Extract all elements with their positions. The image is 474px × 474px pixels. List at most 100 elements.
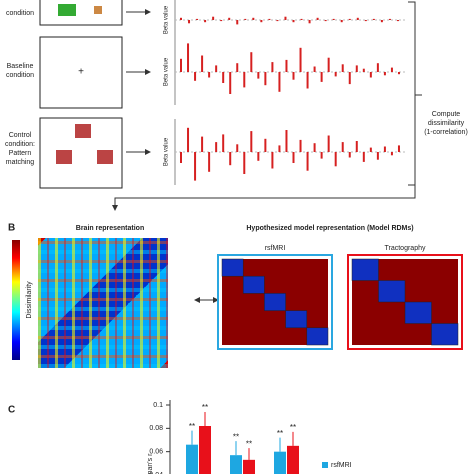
beta-bar	[228, 17, 231, 20]
beta-bar	[372, 18, 375, 20]
legend-label: rsfMRI	[331, 462, 352, 469]
beta-bar	[212, 16, 215, 20]
beta-bar	[276, 20, 279, 22]
beta-bar	[264, 138, 267, 152]
beta-bar	[187, 127, 190, 152]
beta-bar	[257, 152, 260, 161]
brain-rdm	[38, 238, 168, 368]
stimulus-art: +	[56, 4, 113, 164]
beta-bar	[369, 147, 372, 152]
beta-bar	[376, 63, 379, 72]
model-name: Tractography	[385, 245, 426, 252]
beta-bar	[222, 72, 225, 83]
beta-bar	[260, 20, 263, 23]
significance: **	[277, 429, 283, 438]
beta-bar	[313, 66, 316, 72]
y-tick-label: 0.04	[149, 472, 163, 474]
beta-bar	[250, 52, 253, 72]
beta-bar	[201, 55, 204, 72]
beta-bar	[376, 152, 379, 160]
beta-bar	[208, 152, 211, 172]
beta-bar	[194, 72, 197, 81]
beta-bar	[348, 18, 351, 20]
beta-bar	[252, 17, 255, 20]
bar	[287, 445, 299, 474]
beta-bar	[204, 20, 207, 23]
beta-bar	[388, 18, 391, 20]
beta-bar	[340, 20, 343, 23]
beta-bar	[180, 58, 182, 72]
diag-block	[431, 323, 459, 346]
axis-label: Beta value	[164, 57, 170, 86]
beta-bar	[320, 72, 323, 82]
significance: **	[189, 422, 195, 431]
beta-bar	[236, 144, 239, 152]
beta-bar	[208, 72, 211, 78]
beta-bar	[313, 143, 316, 152]
beta-bar	[355, 141, 358, 152]
beta-bar	[396, 20, 399, 22]
beta-bar	[243, 72, 246, 88]
diag-block	[285, 310, 308, 329]
brain-title: Brain representation	[76, 225, 144, 232]
beta-bar	[244, 18, 247, 20]
diag-block	[306, 327, 329, 346]
compute-label: (1-correlation)	[424, 129, 468, 136]
stimuli	[39, 0, 123, 189]
diag-block	[378, 280, 406, 303]
beta-bar	[327, 57, 330, 72]
beta-bar	[332, 18, 335, 20]
beta-bar	[250, 131, 253, 152]
beta-bar	[268, 18, 271, 20]
beta-bar	[229, 152, 232, 166]
arrows	[112, 1, 422, 303]
beta-bar	[348, 152, 351, 158]
beta-bar	[348, 72, 351, 85]
diag-block	[351, 258, 379, 281]
beta-bar	[180, 152, 182, 163]
model-rdms	[217, 254, 463, 350]
condition-label: Pattern	[9, 150, 32, 157]
beta-bar	[215, 142, 218, 152]
beta-bar	[356, 17, 359, 20]
beta-bar	[369, 72, 372, 78]
beta-bar	[285, 59, 288, 72]
beta-bar	[292, 72, 295, 80]
panel-letter: C	[8, 405, 15, 416]
beta-bar	[308, 20, 311, 24]
beta-bar	[397, 72, 400, 75]
beta-bar	[285, 130, 288, 152]
beta-bar	[278, 72, 281, 92]
legend-swatch	[322, 462, 328, 468]
beta-bar	[180, 17, 182, 20]
beta-bar	[187, 43, 190, 72]
beta-bar	[271, 152, 274, 169]
colorbar-label: Dissimilarity	[26, 281, 33, 319]
model-title: Hypothesized model representation (Model…	[246, 225, 413, 232]
beta-bar	[220, 20, 223, 22]
beta-bar	[390, 152, 393, 156]
diag-block	[264, 293, 286, 311]
significance: **	[202, 403, 208, 412]
condition-label: Baseline	[7, 63, 34, 70]
beta-bar	[362, 152, 365, 162]
beta-bar	[292, 152, 295, 163]
beta-bar	[215, 65, 218, 72]
beta-bar	[364, 20, 367, 22]
beta-bar	[188, 20, 191, 24]
beta-bar	[229, 72, 232, 94]
panel-letter: B	[8, 223, 15, 234]
beta-bar	[194, 152, 197, 181]
condition-label: Control	[9, 132, 32, 139]
axis-label: Beta value	[164, 137, 170, 166]
beta-bar	[284, 16, 287, 20]
diag-block	[221, 258, 244, 277]
beta-bar	[327, 135, 330, 152]
beta-bar	[341, 64, 344, 72]
y-tick-label: 0.06	[149, 449, 163, 456]
beta-bar	[292, 20, 295, 23]
beta-bar	[278, 145, 281, 152]
beta-bar	[320, 152, 323, 159]
